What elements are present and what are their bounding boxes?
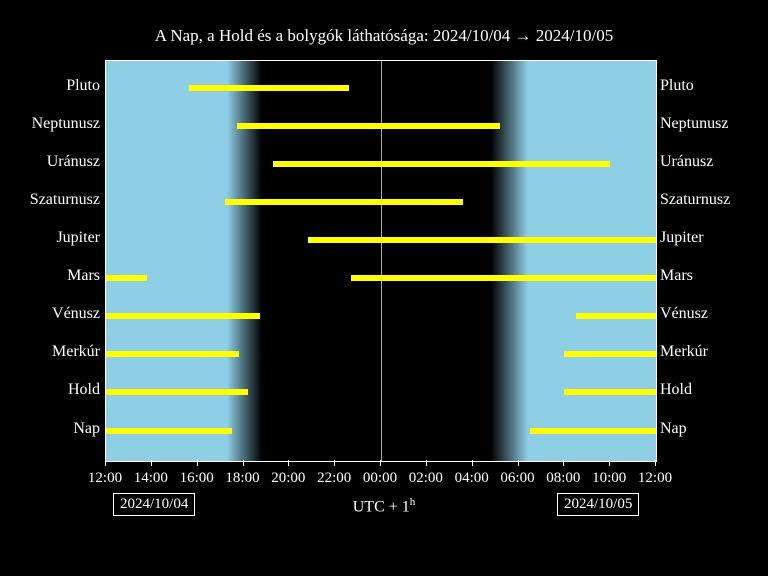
body-label-right: Mars — [660, 267, 760, 285]
x-tick — [380, 460, 381, 466]
x-tick-label: 20:00 — [271, 470, 305, 487]
body-label-right: Hold — [660, 381, 760, 399]
body-label-left: Szaturnusz — [0, 191, 100, 209]
visibility-bar — [273, 161, 610, 167]
body-label-left: Pluto — [0, 77, 100, 95]
x-tick-label: 02:00 — [409, 470, 443, 487]
midnight-line — [381, 61, 382, 461]
x-tick — [472, 460, 473, 466]
x-tick-label: 12:00 — [88, 470, 122, 487]
visibility-bar — [106, 351, 239, 357]
body-label-left: Jupiter — [0, 229, 100, 247]
x-tick — [518, 460, 519, 466]
date-start-box: 2024/10/04 — [113, 493, 195, 516]
visibility-bar — [576, 313, 656, 319]
x-tick-label: 06:00 — [500, 470, 534, 487]
x-tick — [197, 460, 198, 466]
x-tick-label: 00:00 — [363, 470, 397, 487]
dusk-gradient — [227, 61, 261, 461]
visibility-bar — [106, 313, 260, 319]
visibility-bar — [106, 275, 147, 281]
x-tick — [609, 460, 610, 466]
visibility-bar — [308, 237, 656, 243]
body-label-left: Uránusz — [0, 153, 100, 171]
visibility-bar — [106, 428, 232, 434]
x-tick-label: 22:00 — [317, 470, 351, 487]
chart-container: A Nap, a Hold és a bolygók láthatósága: … — [0, 0, 768, 576]
visibility-bar — [564, 351, 656, 357]
body-label-left: Neptunusz — [0, 115, 100, 133]
x-tick — [426, 460, 427, 466]
body-label-right: Vénusz — [660, 305, 760, 323]
body-label-right: Pluto — [660, 77, 760, 95]
visibility-bar — [351, 275, 656, 281]
x-tick-label: 10:00 — [592, 470, 626, 487]
x-tick — [334, 460, 335, 466]
body-label-left: Vénusz — [0, 305, 100, 323]
x-tick — [105, 460, 106, 466]
x-tick — [655, 460, 656, 466]
x-tick-label: 08:00 — [546, 470, 580, 487]
visibility-bar — [530, 428, 656, 434]
day-band-right — [528, 61, 656, 461]
x-tick — [243, 460, 244, 466]
timezone-label: UTC + 1h — [353, 496, 416, 516]
day-band-left — [106, 61, 227, 461]
plot-area — [105, 60, 657, 462]
visibility-bar — [189, 85, 349, 91]
body-label-right: Jupiter — [660, 229, 760, 247]
body-label-left: Hold — [0, 381, 100, 399]
x-tick — [563, 460, 564, 466]
x-tick-label: 14:00 — [134, 470, 168, 487]
body-label-right: Merkúr — [660, 343, 760, 361]
body-label-left: Nap — [0, 420, 100, 438]
x-tick-label: 16:00 — [180, 470, 214, 487]
body-label-left: Mars — [0, 267, 100, 285]
visibility-bar — [225, 199, 463, 205]
date-end-box: 2024/10/05 — [557, 493, 639, 516]
body-label-right: Nap — [660, 420, 760, 438]
x-tick — [288, 460, 289, 466]
visibility-bar — [237, 123, 501, 129]
body-label-right: Uránusz — [660, 153, 760, 171]
body-label-right: Neptunusz — [660, 115, 760, 133]
body-label-right: Szaturnusz — [660, 191, 760, 209]
x-tick-label: 18:00 — [225, 470, 259, 487]
x-tick — [151, 460, 152, 466]
x-tick-label: 12:00 — [638, 470, 672, 487]
chart-title: A Nap, a Hold és a bolygók láthatósága: … — [0, 26, 768, 46]
visibility-bar — [564, 389, 656, 395]
body-label-left: Merkúr — [0, 343, 100, 361]
visibility-bar — [106, 389, 248, 395]
dawn-gradient — [491, 61, 528, 461]
x-tick-label: 04:00 — [455, 470, 489, 487]
